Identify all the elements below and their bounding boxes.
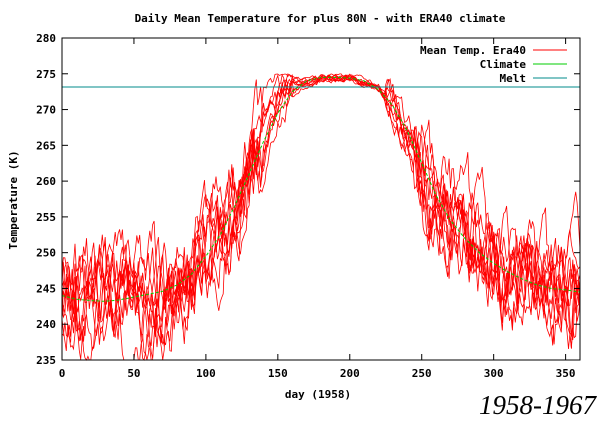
y-tick-label: 280 [36,32,56,45]
y-tick-label: 235 [36,354,56,367]
yearly-temperature-line [61,73,581,356]
y-tick-label: 260 [36,175,56,188]
plot-frame [61,37,581,361]
year-range-label: 1958-1967 [479,390,597,420]
yearly-temperature-line [61,74,581,352]
yearly-temperature-line [61,74,581,361]
x-axis-label: day (1958) [285,388,351,401]
y-tick-label: 275 [36,68,56,81]
x-tick-label: 150 [268,367,288,380]
legend-label: Climate [480,58,527,71]
y-axis-label: Temperature (K) [7,150,20,249]
x-tick-label: 200 [340,367,360,380]
yearly-temperature-line [61,73,581,349]
y-axis: 235 240 245 250 255 260 265 270 275 280 [36,32,580,367]
x-tick-label: 300 [484,367,504,380]
x-tick-label: 0 [59,367,66,380]
climate-line [61,76,581,302]
y-tick-label: 270 [36,104,56,117]
x-tick-label: 250 [412,367,432,380]
chart-title: Daily Mean Temperature for plus 80N - wi… [135,12,506,25]
yearly-temperature-line [61,73,581,348]
y-tick-label: 255 [36,211,56,224]
y-tick-label: 250 [36,247,56,260]
x-tick-label: 50 [127,367,140,380]
x-tick-label: 100 [196,367,216,380]
x-axis: 0 50 100 150 200 250 300 350 [59,38,576,380]
climate-series-layer [61,76,581,302]
yearly-series-layer [61,73,581,361]
legend-label: Mean Temp. Era40 [420,44,526,57]
legend-label: Melt [500,72,527,85]
y-tick-label: 245 [36,282,56,295]
y-tick-label: 240 [36,318,56,331]
x-tick-label: 350 [556,367,576,380]
y-tick-label: 265 [36,139,56,152]
